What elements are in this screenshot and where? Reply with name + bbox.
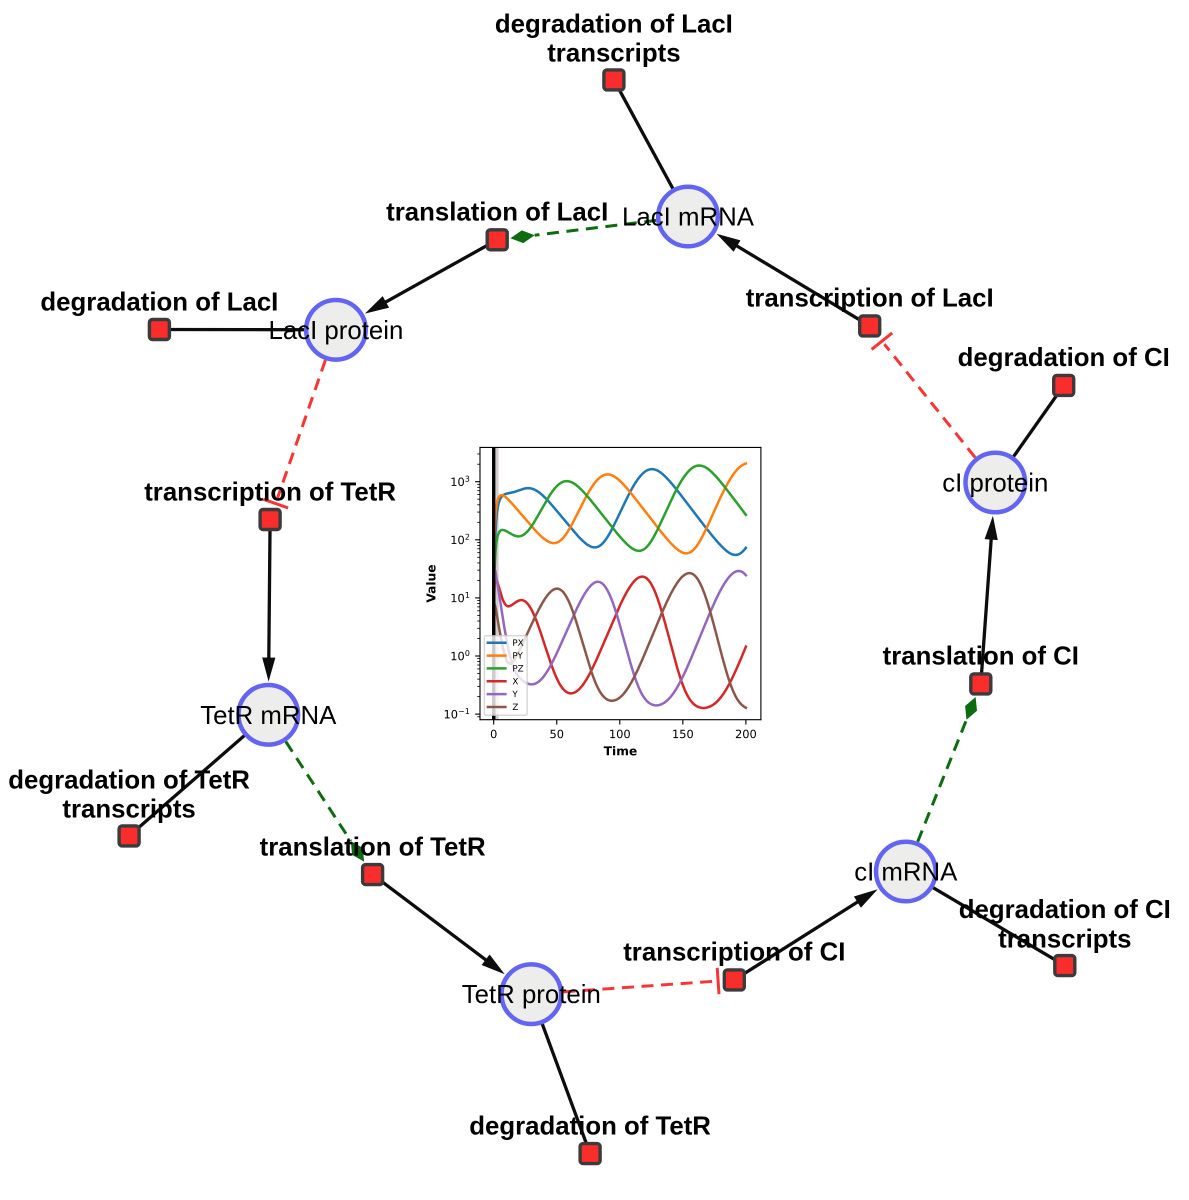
svg-text:TetR protein: TetR protein xyxy=(462,981,601,1009)
svg-text:transcription of CI: transcription of CI xyxy=(623,939,845,967)
svg-text:cI mRNA: cI mRNA xyxy=(854,859,958,887)
svg-text:translation of CI: translation of CI xyxy=(883,643,1079,671)
svg-text:transcripts: transcripts xyxy=(62,796,195,824)
svg-text:translation of TetR: translation of TetR xyxy=(260,833,486,861)
svg-text:transcription of TetR: transcription of TetR xyxy=(144,478,396,506)
svg-text:degradation of LacI: degradation of LacI xyxy=(495,10,733,38)
svg-text:degradation of CI: degradation of CI xyxy=(958,344,1170,372)
svg-text:translation of LacI: translation of LacI xyxy=(386,199,608,227)
svg-text:degradation of LacI: degradation of LacI xyxy=(40,288,278,316)
svg-text:degradation of CI: degradation of CI xyxy=(959,896,1171,924)
svg-text:LacI mRNA: LacI mRNA xyxy=(622,204,755,232)
svg-text:transcripts: transcripts xyxy=(547,40,680,68)
svg-text:cI protein: cI protein xyxy=(942,470,1048,498)
svg-text:degradation of TetR: degradation of TetR xyxy=(469,1112,711,1140)
svg-text:degradation of TetR: degradation of TetR xyxy=(8,766,250,794)
svg-text:LacI protein: LacI protein xyxy=(268,317,403,345)
svg-text:transcription of LacI: transcription of LacI xyxy=(746,285,994,313)
svg-text:transcripts: transcripts xyxy=(998,925,1131,953)
svg-text:TetR mRNA: TetR mRNA xyxy=(200,702,337,730)
